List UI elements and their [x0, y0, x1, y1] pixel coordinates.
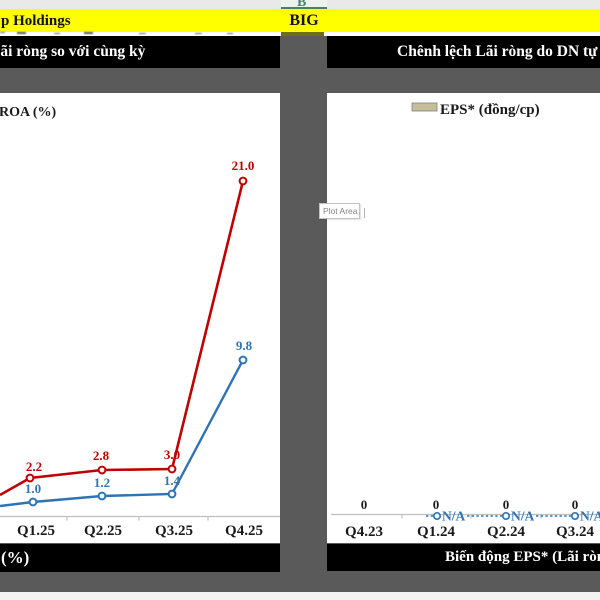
- svg-text:EPS* (đồng/cp): EPS* (đồng/cp): [440, 102, 540, 118]
- svg-text:Q3.25: Q3.25: [155, 523, 193, 539]
- svg-text:Q1.25: Q1.25: [17, 523, 55, 539]
- svg-text:0: 0: [433, 497, 440, 512]
- svg-text:21.0: 21.0: [232, 158, 255, 173]
- svg-text:1.0: 1.0: [25, 481, 41, 496]
- svg-text:Q3.24: Q3.24: [556, 524, 594, 540]
- svg-text:Q2.25: Q2.25: [84, 523, 122, 539]
- svg-text:2.8: 2.8: [93, 448, 110, 463]
- svg-text:0: 0: [503, 497, 510, 512]
- svg-text:ROA (%): ROA (%): [0, 105, 57, 120]
- svg-text:2.2: 2.2: [26, 459, 42, 474]
- svg-text:N/A: N/A: [511, 509, 535, 524]
- svg-text:3.0: 3.0: [164, 447, 180, 462]
- svg-text:Q1.24: Q1.24: [417, 524, 455, 540]
- svg-text:N/A: N/A: [442, 509, 466, 524]
- svg-text:1.4: 1.4: [164, 473, 181, 488]
- svg-text:9.8: 9.8: [236, 338, 253, 353]
- svg-text:1.2: 1.2: [94, 475, 110, 490]
- svg-text:0: 0: [572, 497, 579, 512]
- svg-text:0: 0: [361, 497, 368, 512]
- svg-text:N/A: N/A: [580, 509, 600, 524]
- svg-text:Q4.23: Q4.23: [345, 524, 383, 540]
- svg-text:Q4.25: Q4.25: [225, 523, 263, 539]
- svg-text:Q2.24: Q2.24: [487, 524, 525, 540]
